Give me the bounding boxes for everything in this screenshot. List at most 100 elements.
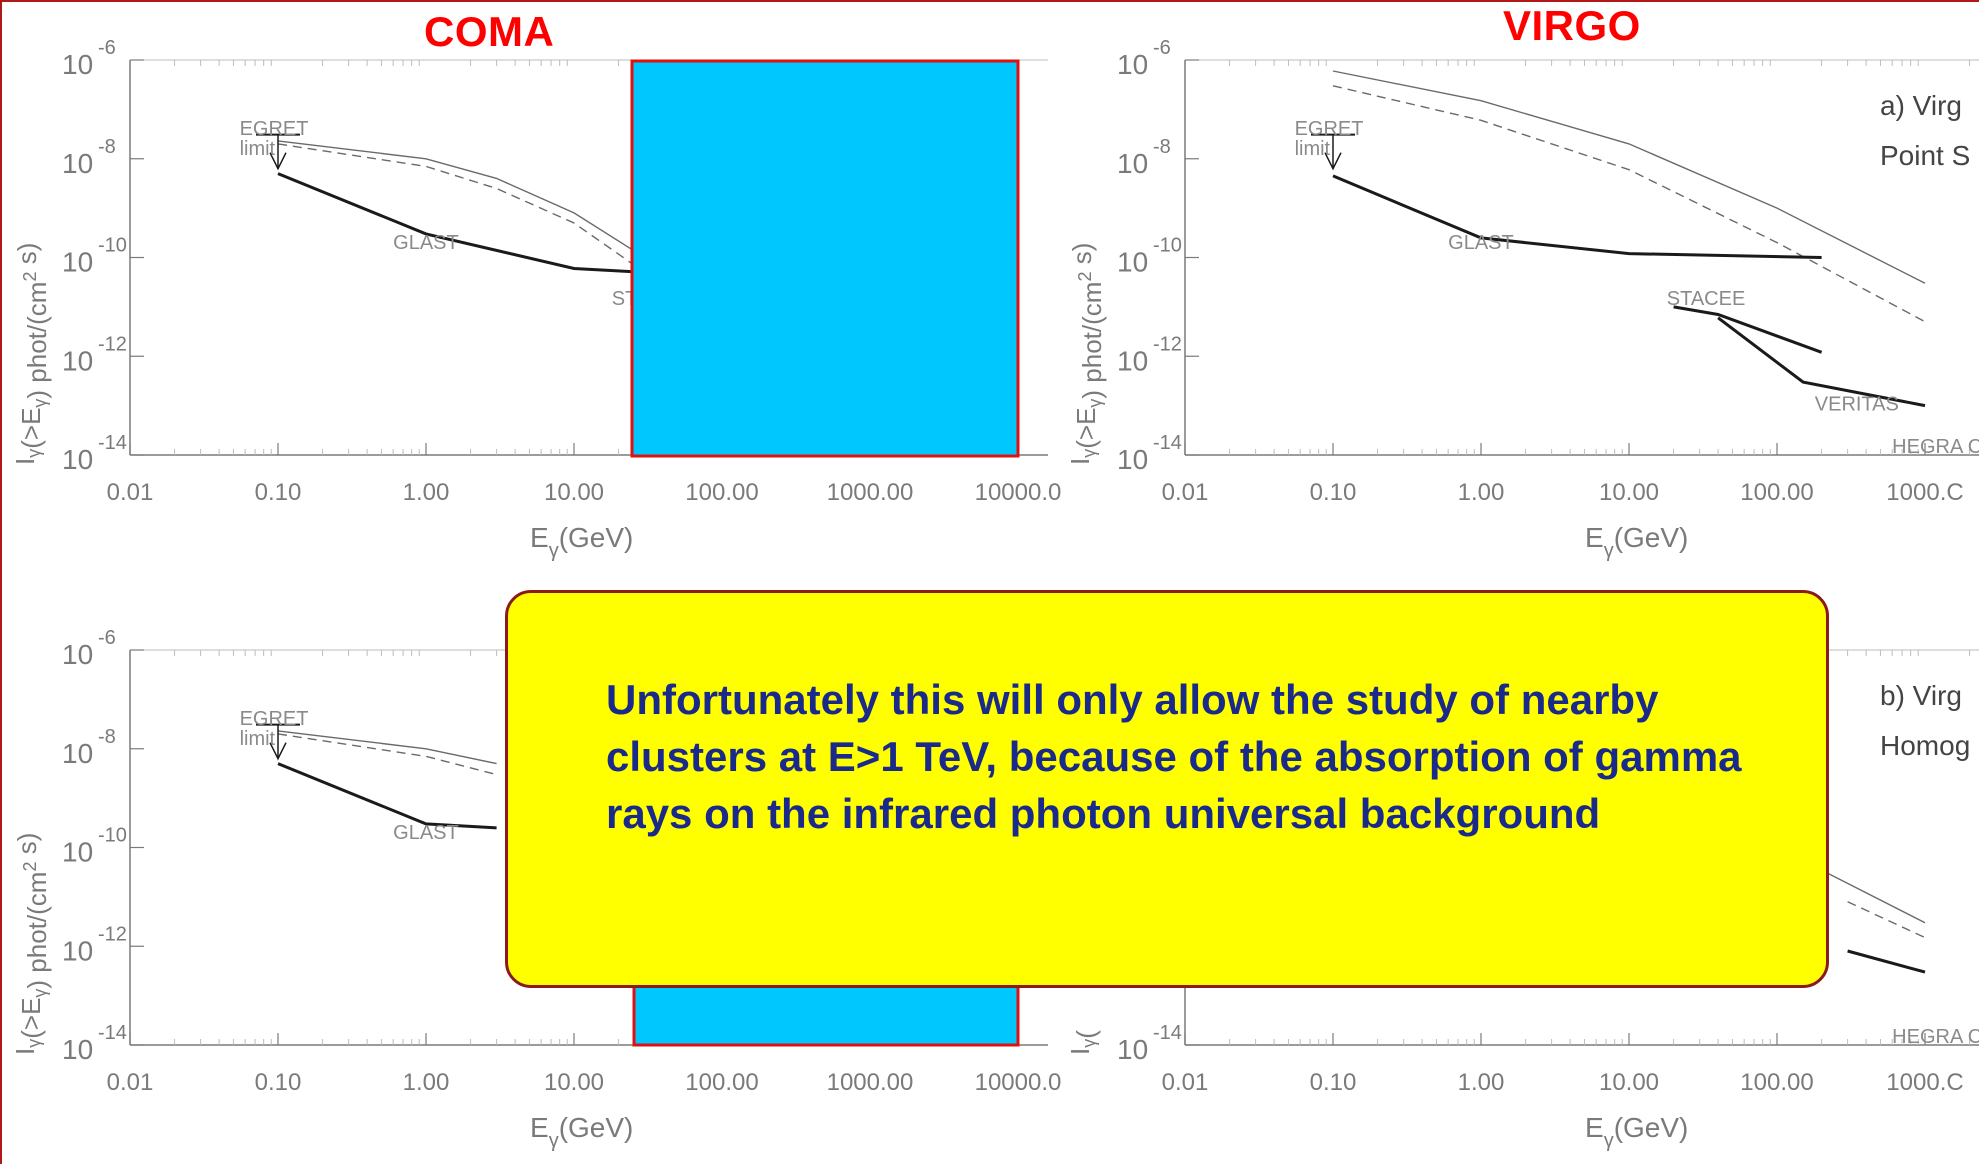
coma-bottom-y-label-part: s) bbox=[12, 833, 42, 862]
virgo-bottom-x-tick-label: 10.00 bbox=[1599, 1069, 1659, 1096]
virgo-top-y-tick-exp: -8 bbox=[1153, 136, 1171, 158]
virgo-bottom-y-label-part: I bbox=[1065, 1048, 1095, 1055]
virgo-top-x-tick-label: 100.00 bbox=[1740, 479, 1813, 506]
coma-bottom-annotation: EGRET bbox=[240, 708, 309, 730]
coma-bottom-x-tick-label: 1.00 bbox=[403, 1069, 450, 1096]
coma-bottom-series-solid-thin bbox=[277, 730, 497, 765]
virgo-top-y-tick-base: 10 bbox=[1117, 345, 1148, 376]
coma-top-series-glast bbox=[277, 172, 645, 274]
coma-bottom-y-tick-exp: -14 bbox=[98, 1022, 127, 1044]
coma-top-annotation: limit bbox=[240, 138, 276, 160]
virgo-top-egret-limit-arrow bbox=[1324, 152, 1342, 171]
virgo-top-y-label-part: s) bbox=[1067, 243, 1097, 272]
coma-bottom-y-tick-base: 10 bbox=[62, 738, 93, 769]
virgo-bottom-y-label-part: γ bbox=[1079, 1039, 1099, 1048]
coma-top-x-tick-label: 0.10 bbox=[255, 479, 302, 506]
coma-top-y-label-part: γ bbox=[24, 449, 44, 458]
virgo-top-y-label-part: (>E bbox=[1071, 408, 1101, 449]
virgo-top-x-label-part: (GeV) bbox=[1614, 522, 1689, 553]
coma-bottom-y-tick-base: 10 bbox=[62, 837, 93, 868]
virgo-top-x-axis-label: Eγ(GeV) bbox=[1585, 522, 1688, 562]
coma-bottom-y-tick-exp: -12 bbox=[98, 923, 127, 945]
virgo-top-annotation: HEGRA CT bbox=[1892, 436, 1979, 458]
virgo-top-series-solid-thin bbox=[1332, 70, 1926, 284]
virgo-bottom-x-label-part: γ bbox=[1604, 1130, 1614, 1152]
coma-top-cyan-block bbox=[630, 59, 1020, 458]
virgo-top-panel: Iγ(>Eγ) phot/(cm2 s) Eγ(GeV) bbox=[1065, 59, 1979, 562]
virgo-bottom-panel-sublabel: Homog bbox=[1880, 730, 1970, 761]
coma-top-y-label-part: I bbox=[10, 458, 40, 465]
virgo-top-y-axis-label: Iγ(>Eγ) phot/(cm2 s) bbox=[1065, 243, 1107, 465]
virgo-top-y-tick-exp: -12 bbox=[1153, 333, 1182, 355]
coma-top-x-label-part: γ bbox=[549, 540, 559, 562]
virgo-top-series-dashed bbox=[1332, 85, 1926, 323]
virgo-top-y-tick-exp: -14 bbox=[1153, 432, 1182, 454]
coma-top-x-label-part: E bbox=[530, 522, 549, 553]
virgo-top-y-tick-exp: -10 bbox=[1153, 235, 1182, 257]
virgo-top-panel-sublabel: Point S bbox=[1880, 140, 1970, 171]
coma-top-x-tick-label: 1.00 bbox=[403, 479, 450, 506]
virgo-bottom-y-tick-base: 10 bbox=[1117, 1034, 1148, 1065]
virgo-top-x-label-part: γ bbox=[1604, 540, 1614, 562]
virgo-bottom-x-tick-label: 0.01 bbox=[1162, 1069, 1209, 1096]
virgo-bottom-x-tick-label: 1.00 bbox=[1458, 1069, 1505, 1096]
virgo-top-annotation: limit bbox=[1295, 138, 1331, 160]
coma-top-y-label-part: γ bbox=[30, 399, 50, 408]
coma-bottom-y-tick-base: 10 bbox=[62, 1034, 93, 1065]
callout-box: Unfortunately this will only allow the s… bbox=[505, 590, 1829, 988]
coma-bottom-x-tick-label: 100.00 bbox=[685, 1069, 758, 1096]
coma-bottom-y-label-part: 2 bbox=[20, 862, 40, 872]
virgo-bottom-series-dashed bbox=[1847, 901, 1926, 939]
coma-bottom-x-label-part: (GeV) bbox=[559, 1112, 634, 1143]
coma-top-series-solid-thin bbox=[277, 140, 645, 259]
coma-top-y-label-part: s) bbox=[12, 243, 42, 272]
virgo-top-y-tick-base: 10 bbox=[1117, 148, 1148, 179]
virgo-top-x-tick-label: 0.01 bbox=[1162, 479, 1209, 506]
coma-top-annotation: EGRET bbox=[240, 118, 309, 140]
coma-top-egret-limit-arrow bbox=[269, 152, 287, 171]
coma-bottom-x-tick-label: 0.01 bbox=[107, 1069, 154, 1096]
virgo-bottom-x-tick-label: 1000.C bbox=[1886, 1069, 1963, 1096]
virgo-bottom-panel-label: b) Virg bbox=[1880, 680, 1962, 711]
coma-top-y-tick-exp: -6 bbox=[98, 37, 116, 59]
coma-bottom-y-label-part: γ bbox=[30, 989, 50, 998]
virgo-bottom-y-axis-label: Iγ( bbox=[1065, 1030, 1101, 1055]
virgo-bottom-x-label-part: E bbox=[1585, 1112, 1604, 1143]
coma-top-series-dashed bbox=[277, 143, 646, 273]
virgo-top-y-label-part: γ bbox=[1085, 399, 1105, 408]
virgo-top-y-tick-base: 10 bbox=[1117, 444, 1148, 475]
coma-top-x-tick-label: 100.00 bbox=[685, 479, 758, 506]
coma-top-y-tick-exp: -10 bbox=[98, 235, 127, 257]
coma-bottom-y-label-part: γ bbox=[24, 1039, 44, 1048]
coma-bottom-y-axis-label: Iγ(>Eγ) phot/(cm2 s) bbox=[10, 833, 52, 1055]
virgo-top-annotation: VERITAS bbox=[1815, 393, 1899, 415]
coma-top-y-label-part: 2 bbox=[20, 272, 40, 282]
virgo-bottom-y-label-part: ( bbox=[1071, 1030, 1101, 1039]
coma-bottom-x-axis-label: Eγ(GeV) bbox=[530, 1112, 633, 1152]
coma-top-y-axis-label: Iγ(>Eγ) phot/(cm2 s) bbox=[10, 243, 52, 465]
top-border-line bbox=[0, 0, 1979, 2]
coma-bottom-y-tick-exp: -10 bbox=[98, 825, 127, 847]
coma-top-y-tick-base: 10 bbox=[62, 148, 93, 179]
virgo-top-x-tick-label: 1.00 bbox=[1458, 479, 1505, 506]
virgo-top-x-tick-label: 0.10 bbox=[1310, 479, 1357, 506]
coma-bottom-series-glast bbox=[277, 762, 497, 830]
coma-bottom-x-tick-label: 10.00 bbox=[544, 1069, 604, 1096]
coma-top-y-label-part: ) phot/(cm bbox=[22, 282, 52, 399]
virgo-top-y-label-part: γ bbox=[1079, 449, 1099, 458]
virgo-bottom-x-tick-label: 100.00 bbox=[1740, 1069, 1813, 1096]
coma-top-y-tick-base: 10 bbox=[62, 49, 93, 80]
coma-top-panel: Iγ(>Eγ) phot/(cm2 s) Eγ(GeV) bbox=[10, 59, 1048, 562]
coma-bottom-y-label-part: ) phot/(cm bbox=[22, 872, 52, 989]
coma-top-x-axis-label: Eγ(GeV) bbox=[530, 522, 633, 562]
virgo-top-x-tick-label: 1000.C bbox=[1886, 479, 1963, 506]
virgo-bottom-series-veritas bbox=[1847, 949, 1926, 974]
coma-top-x-tick-label: 10000.0 bbox=[975, 479, 1062, 506]
virgo-bottom-x-tick-label: 0.10 bbox=[1310, 1069, 1357, 1096]
left-border-line bbox=[0, 0, 2, 1164]
coma-top-y-tick-base: 10 bbox=[62, 444, 93, 475]
virgo-top-annotation: STACEE bbox=[1667, 288, 1746, 310]
virgo-top-series-glast bbox=[1332, 174, 1822, 259]
